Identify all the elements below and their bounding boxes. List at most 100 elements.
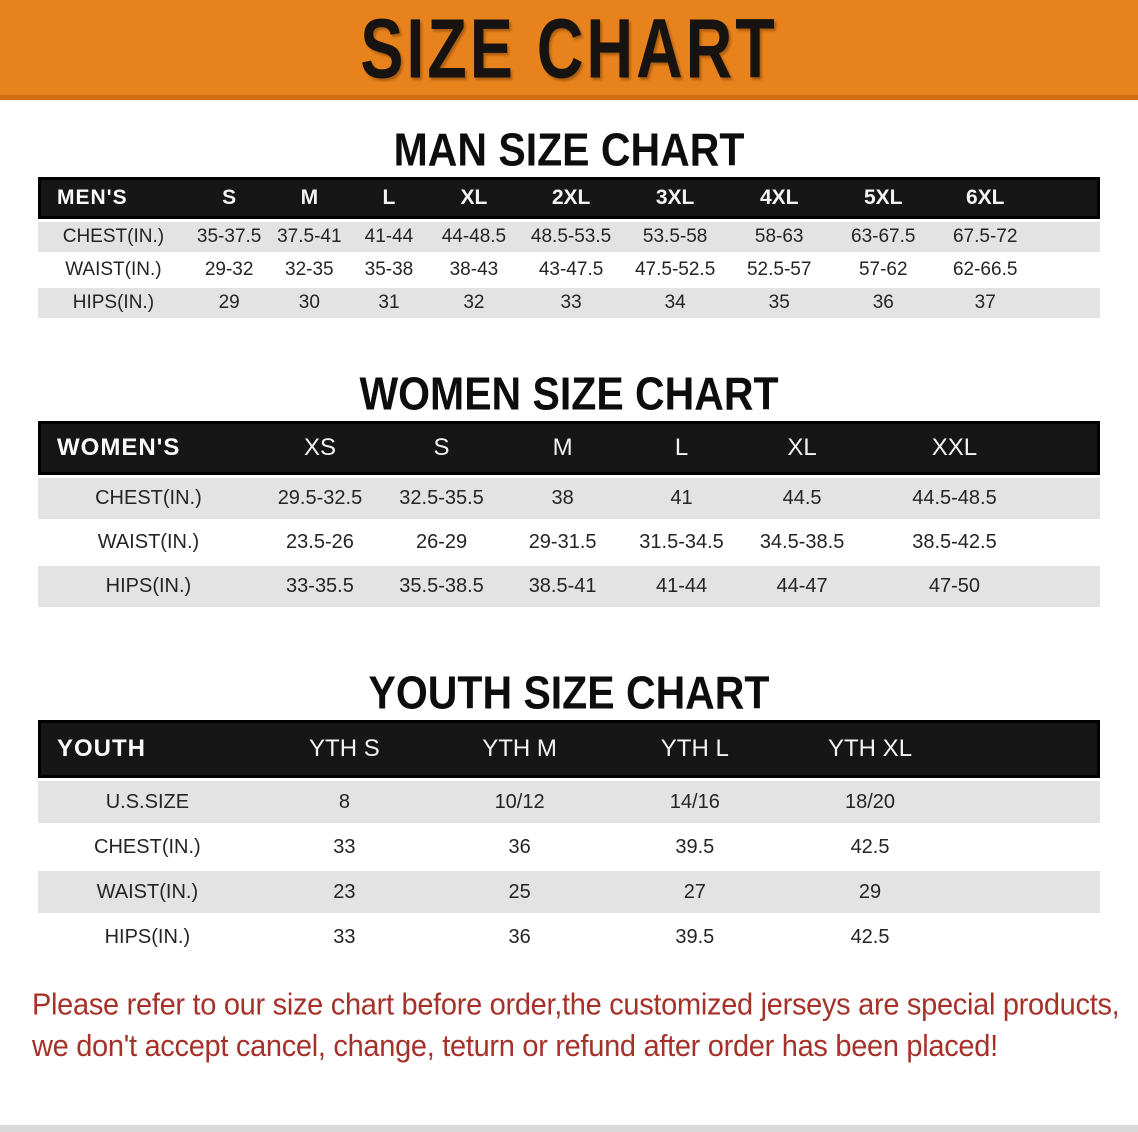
table-title-cell: MEN'S [38,177,189,219]
header-row: WOMEN'S XS S M L XL XXL [38,421,1100,475]
value-cell: 38-43 [428,255,520,285]
table-row: HIPS(IN.) 33 36 39.5 42.5 [38,916,1100,958]
column-header: M [502,421,624,475]
disclaimer-line-2: we don't accept cancel, change, teturn o… [32,1029,998,1064]
column-header: 3XL [623,177,728,219]
value-cell: 32-35 [269,255,350,285]
table-row: WAIST(IN.) 23 25 27 29 [38,871,1100,913]
value-cell: 58-63 [727,222,832,252]
column-header: 6XL [935,177,1036,219]
value-cell: 35 [727,288,832,318]
value-cell: 36 [831,288,936,318]
value-cell: 29 [782,871,958,913]
column-header: YTH XL [782,720,958,778]
women-size-table: WOMEN'S XS S M L XL XXL CHEST(IN.) 29.5-32.5 32.… [38,418,1100,610]
row-spacer [957,826,1100,868]
column-header: 4XL [727,177,832,219]
column-header: S [188,177,270,219]
value-cell: 36 [431,916,608,958]
row-label: WAIST(IN.) [38,522,259,563]
value-cell: 25 [431,871,608,913]
row-label: HIPS(IN.) [38,288,189,318]
size-chart-banner: SIZE CHART [0,0,1138,100]
column-header: XL [428,177,520,219]
column-header: 5XL [831,177,936,219]
value-cell: 33 [519,288,624,318]
value-cell: 37 [935,288,1036,318]
value-cell: 44.5 [739,478,865,519]
value-cell: 47-50 [864,566,1045,607]
disclaimer-text: Please refer to our size chart before or… [32,985,1138,1068]
row-spacer [1035,288,1100,318]
header-spacer [957,720,1100,778]
youth-size-table: YOUTH YTH S YTH M YTH L YTH XL U.S.SIZE 8 10/1… [38,717,1100,961]
women-section-heading: WOMEN SIZE CHART [359,368,779,420]
value-cell: 39.5 [607,826,783,868]
column-header: XXL [864,421,1045,475]
table-title-cell: YOUTH [38,720,257,778]
value-cell: 42.5 [782,916,958,958]
column-header: L [623,421,740,475]
header-spacer [1044,421,1100,475]
row-label: CHEST(IN.) [38,222,189,252]
table-row: HIPS(IN.) 29 30 31 32 33 34 35 36 37 [38,288,1100,318]
value-cell: 33-35.5 [258,566,382,607]
value-cell: 32 [428,288,520,318]
value-cell: 52.5-57 [727,255,832,285]
row-spacer [1044,522,1100,563]
value-cell: 35.5-38.5 [381,566,503,607]
row-label: WAIST(IN.) [38,871,257,913]
column-header: M [269,177,350,219]
column-header: XL [739,421,865,475]
value-cell: 44.5-48.5 [864,478,1045,519]
value-cell: 39.5 [607,916,783,958]
value-cell: 41 [623,478,740,519]
value-cell: 42.5 [782,826,958,868]
value-cell: 34.5-38.5 [739,522,865,563]
value-cell: 36 [431,826,608,868]
column-header: XS [258,421,382,475]
value-cell: 31 [349,288,429,318]
header-row: YOUTH YTH S YTH M YTH L YTH XL [38,720,1100,778]
row-spacer [1044,566,1100,607]
column-header: YTH M [431,720,608,778]
row-label: WAIST(IN.) [38,255,189,285]
column-header: S [381,421,503,475]
value-cell: 30 [269,288,350,318]
value-cell: 38 [502,478,624,519]
value-cell: 41-44 [623,566,740,607]
men-size-table: MEN'S S M L XL 2XL 3XL 4XL 5XL 6XL CHEST(IN.) 35-3… [38,174,1100,321]
row-spacer [1035,222,1100,252]
row-label: U.S.SIZE [38,781,257,823]
row-spacer [957,871,1100,913]
value-cell: 33 [256,916,432,958]
value-cell: 23 [256,871,432,913]
column-header: 2XL [519,177,624,219]
value-cell: 44-48.5 [428,222,520,252]
row-label: HIPS(IN.) [38,566,259,607]
row-label: HIPS(IN.) [38,916,257,958]
value-cell: 26-29 [381,522,503,563]
value-cell: 47.5-52.5 [623,255,728,285]
youth-section-heading: YOUTH SIZE CHART [368,667,770,719]
table-row: CHEST(IN.) 33 36 39.5 42.5 [38,826,1100,868]
value-cell: 34 [623,288,728,318]
value-cell: 62-66.5 [935,255,1036,285]
value-cell: 35-38 [349,255,429,285]
header-row: MEN'S S M L XL 2XL 3XL 4XL 5XL 6XL [38,177,1100,219]
row-spacer [957,916,1100,958]
value-cell: 38.5-42.5 [864,522,1045,563]
value-cell: 33 [256,826,432,868]
value-cell: 23.5-26 [258,522,382,563]
value-cell: 63-67.5 [831,222,936,252]
row-spacer [1044,478,1100,519]
value-cell: 10/12 [431,781,608,823]
table-row: CHEST(IN.) 35-37.5 37.5-41 41-44 44-48.5 48.5… [38,222,1100,252]
value-cell: 35-37.5 [188,222,270,252]
value-cell: 31.5-34.5 [623,522,740,563]
value-cell: 57-62 [831,255,936,285]
value-cell: 29.5-32.5 [258,478,382,519]
column-header: YTH L [607,720,783,778]
value-cell: 32.5-35.5 [381,478,503,519]
table-row: WAIST(IN.) 23.5-26 26-29 29-31.5 31.5-34.5 34… [38,522,1100,563]
